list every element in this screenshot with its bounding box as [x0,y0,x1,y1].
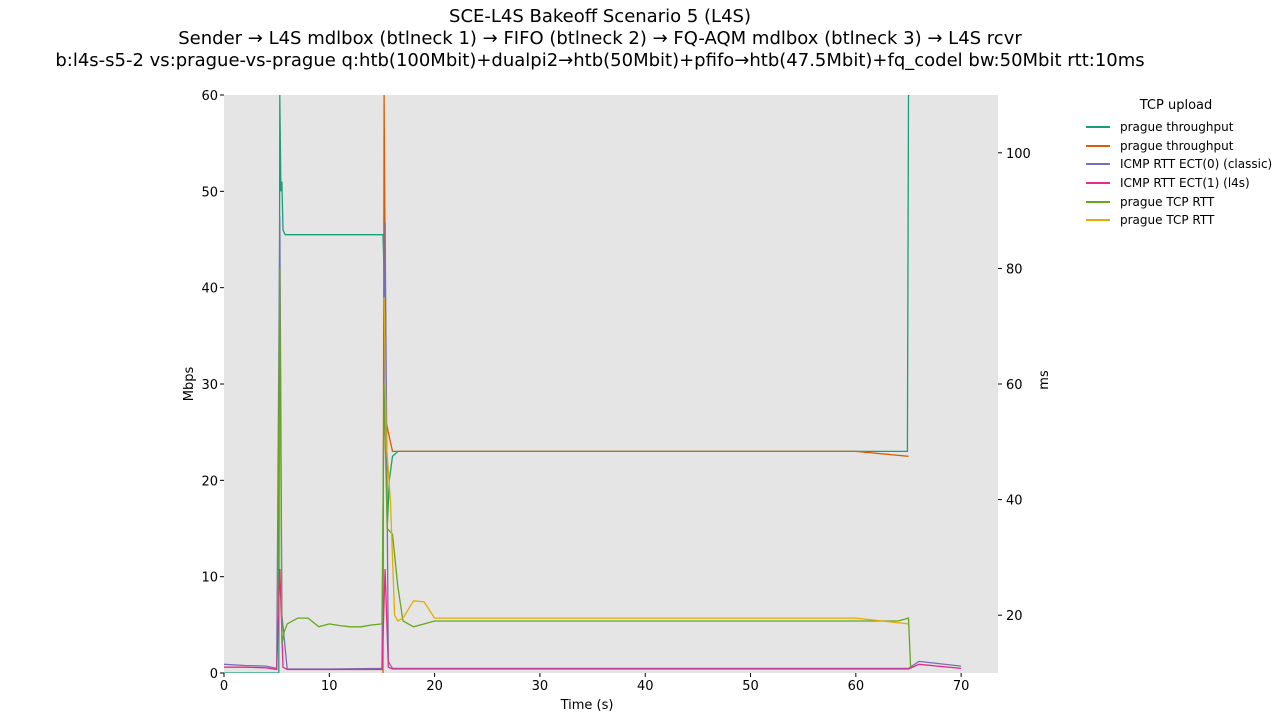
chart-subtitle-config: b:l4s-s5-2 vs:prague-vs-prague q:htb(100… [55,50,1145,71]
y-tick-label: 10 [201,571,218,586]
y-axis-label: Mbps [182,367,197,402]
series-line-prague-tcp-rtt-5 [277,268,912,668]
legend-item: ICMP RTT ECT(1) (l4s) [1086,174,1272,193]
legend-swatch [1086,219,1110,222]
legend-title: TCP upload [1139,98,1213,113]
x-axis-label: Time (s) [560,698,614,713]
legend-swatch [1086,163,1110,166]
y2-tick-label: 80 [1006,262,1023,277]
x-tick-label: 10 [321,679,338,694]
series-line-prague-tcp-rtt-6 [383,297,909,625]
legend-swatch [1086,126,1110,129]
legend-swatch [1086,144,1110,147]
chart-subtitle-path: Sender → L4S mdlbox (btlneck 1) → FIFO (… [178,28,1022,49]
legend-label: prague throughput [1120,138,1234,153]
legend-swatch [1086,200,1110,203]
legend-item: prague throughput [1086,118,1272,137]
y-tick-label: 40 [201,282,218,297]
y-tick-label: 30 [201,378,218,393]
x-tick-label: 60 [848,679,865,694]
x-tick-label: 30 [532,679,549,694]
legend-item: prague TCP RTT [1086,192,1272,211]
y-tick-label: 50 [201,185,218,200]
plot-area [224,95,998,673]
y-tick-label: 20 [201,474,218,489]
y-tick-label: 60 [201,89,218,104]
legend-label: ICMP RTT ECT(0) (classic) [1120,157,1273,172]
x-tick-label: 0 [220,679,228,694]
x-tick-label: 40 [637,679,654,694]
legend-swatch [1086,182,1110,185]
legend: TCP upload prague throughput prague throu… [1086,98,1272,230]
legend-label: ICMP RTT ECT(1) (l4s) [1120,176,1250,191]
x-tick-label: 20 [426,679,443,694]
series-line-icmp-rtt-ect-1-l4s-4 [224,568,962,671]
y2-axis-label: ms [1037,370,1052,390]
legend-item: prague throughput [1086,137,1272,156]
legend-label: prague TCP RTT [1120,194,1215,209]
y2-tick-label: 20 [1006,609,1023,624]
x-tick-label: 70 [953,679,970,694]
x-tick-label: 50 [742,679,759,694]
y2-tick-label: 60 [1006,378,1023,393]
legend-label: prague throughput [1120,120,1234,135]
legend-label: prague TCP RTT [1120,213,1215,228]
legend-item: ICMP RTT ECT(0) (classic) [1086,155,1272,174]
legend-item: prague TCP RTT [1086,211,1272,230]
y2-tick-label: 40 [1006,494,1023,509]
y-tick-label: 0 [210,667,218,682]
chart-title: SCE-L4S Bakeoff Scenario 5 (L4S) [449,6,751,27]
y2-tick-label: 100 [1006,147,1031,162]
